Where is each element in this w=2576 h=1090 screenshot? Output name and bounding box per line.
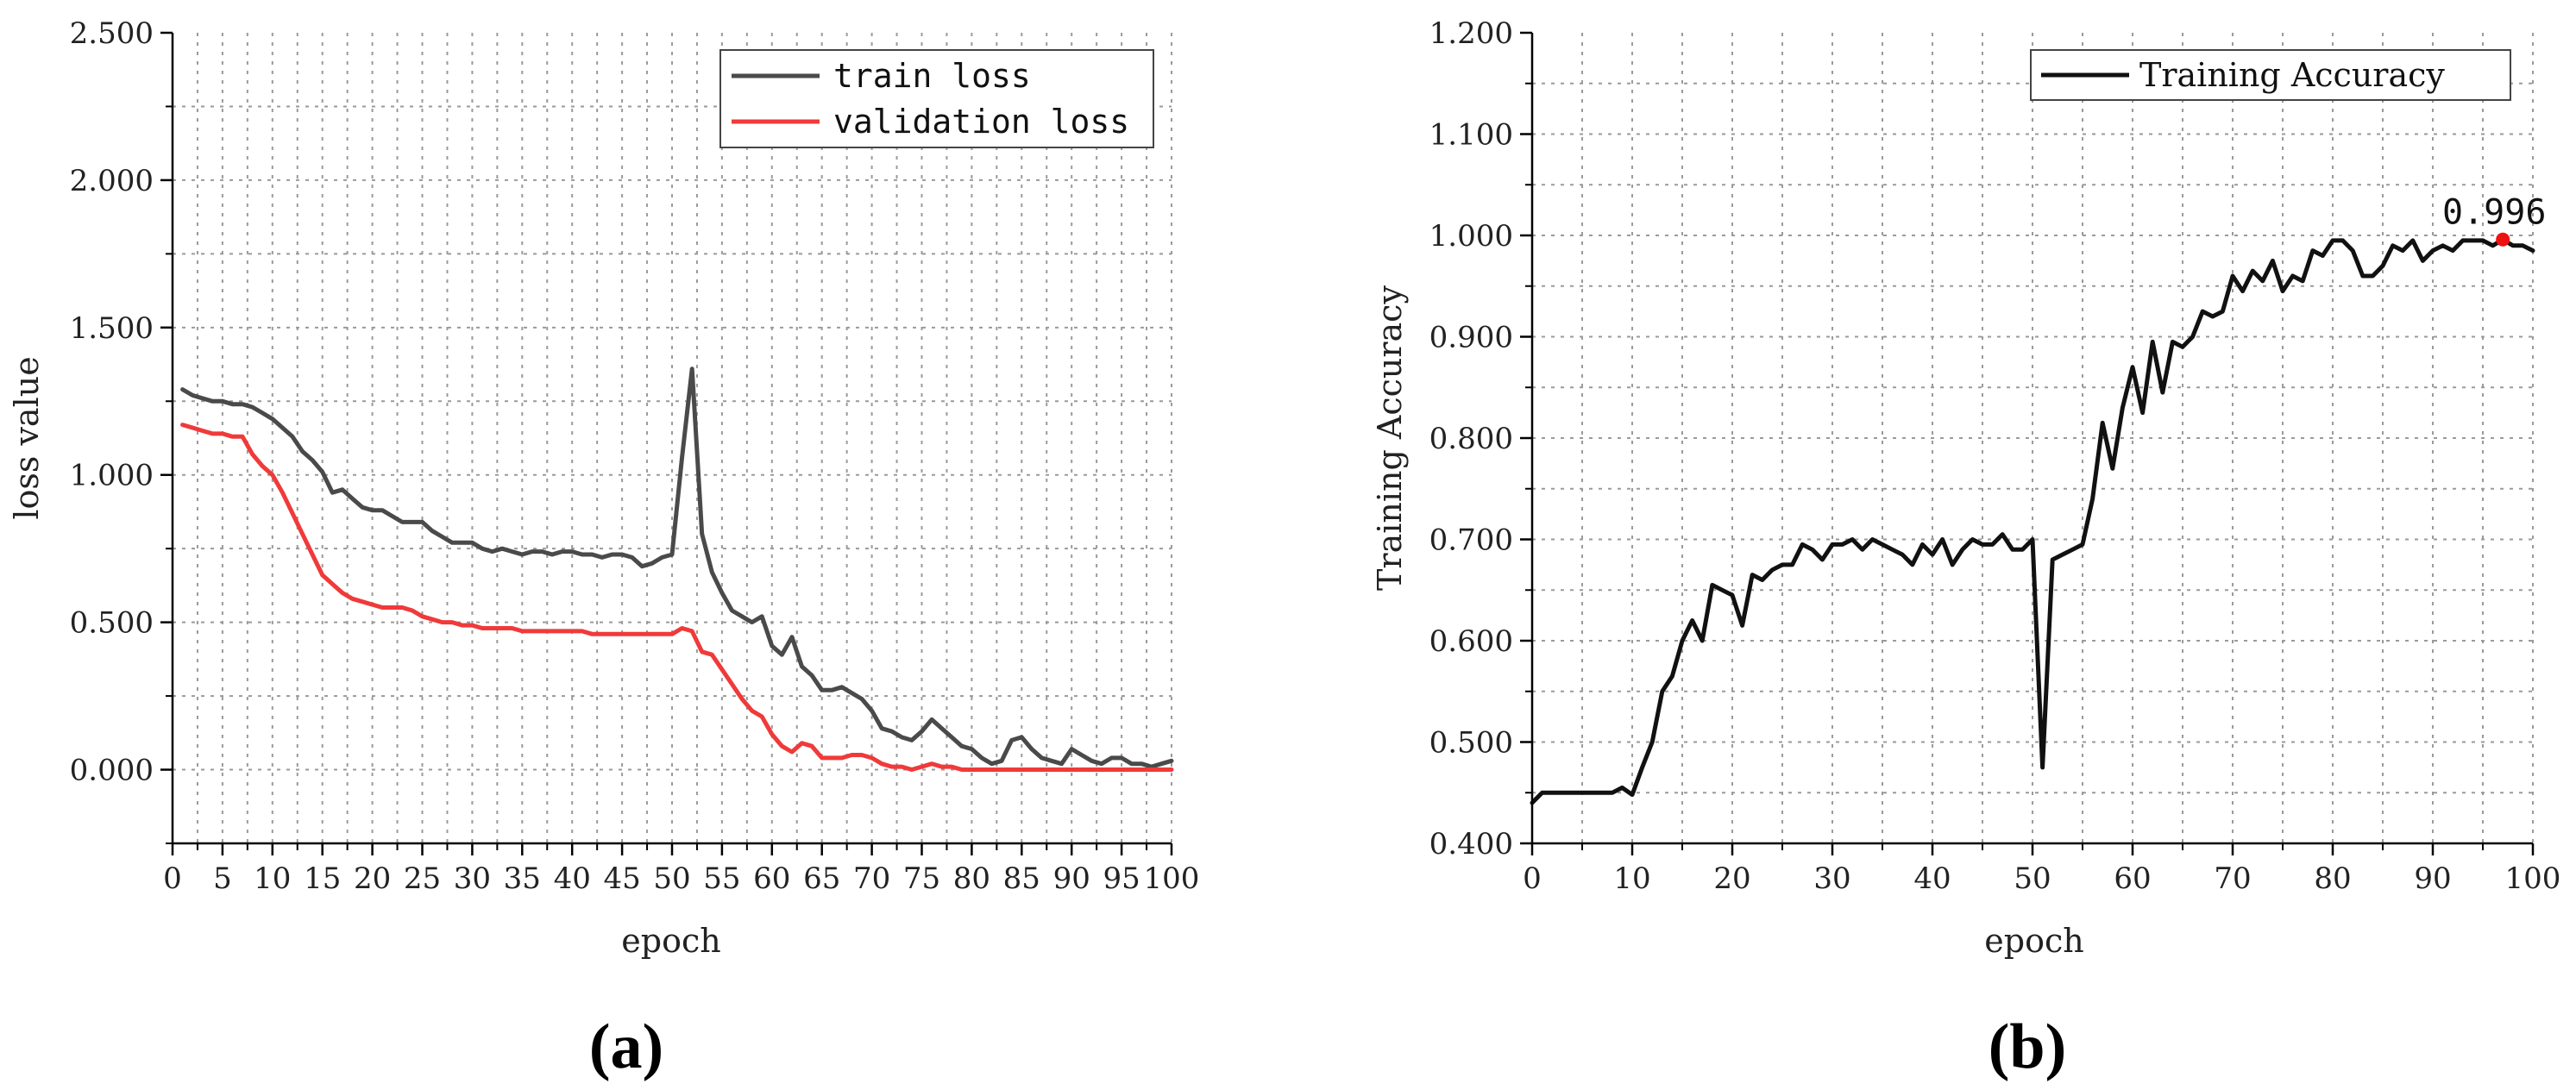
- x-tick-label: 20: [354, 861, 391, 896]
- x-tick-label: 10: [1613, 861, 1650, 896]
- x-tick-label: 100: [1144, 861, 1200, 896]
- y-tick-label: 0.500: [70, 606, 154, 641]
- series-line-train-loss: [180, 366, 1174, 769]
- loss-chart-grid: [173, 33, 1172, 843]
- legend-label-train-loss: train loss: [833, 57, 1031, 95]
- x-tick-label: 20: [1713, 861, 1750, 896]
- y-tick-label: 0.900: [1429, 321, 1513, 355]
- max-accuracy-annotation: 0.996: [2442, 193, 2546, 233]
- accuracy-chart: 0 10 20 30 40 50 60 70 80 90 100 0.400 0.500 0.600 0.7…: [1371, 16, 2560, 1082]
- x-tick-label: 90: [1053, 861, 1090, 896]
- x-tick-label: 70: [2214, 861, 2251, 896]
- y-tick-label: 1.000: [70, 459, 154, 493]
- loss-legend-box: [719, 49, 1154, 148]
- series-line-training-accuracy: [1530, 237, 2535, 805]
- x-tick-label: 30: [454, 861, 491, 896]
- x-tick-label: 40: [554, 861, 591, 896]
- loss-chart-x-axis-label: epoch: [621, 922, 720, 960]
- x-tick-label: 0: [1523, 861, 1542, 896]
- y-tick-label: 0.800: [1429, 422, 1513, 456]
- x-tick-label: 30: [1813, 861, 1850, 896]
- x-tick-label: 65: [803, 861, 840, 896]
- x-tick-label: 15: [304, 861, 341, 896]
- x-tick-label: 100: [2505, 861, 2561, 896]
- y-tick-label: 1.200: [1429, 16, 1513, 51]
- panel-label-a: (a): [589, 1012, 663, 1082]
- x-tick-label: 90: [2414, 861, 2451, 896]
- y-tick-label: 0.000: [70, 754, 154, 788]
- x-tick-label: 0: [163, 861, 182, 896]
- x-tick-label: 35: [504, 861, 541, 896]
- accuracy-chart-axes: [1530, 33, 2533, 845]
- y-tick-label: 0.700: [1429, 523, 1513, 558]
- y-tick-label: 0.400: [1429, 827, 1513, 861]
- accuracy-legend-box: [2030, 49, 2511, 101]
- x-tick-label: 45: [603, 861, 640, 896]
- max-accuracy-marker: [2496, 232, 2510, 247]
- x-tick-label: 80: [953, 861, 990, 896]
- loss-chart-legend: train loss validation loss: [719, 49, 1154, 148]
- x-tick-label: 50: [653, 861, 690, 896]
- y-tick-label: 2.000: [70, 164, 154, 198]
- loss-chart: 0 5 10 15 20 25 30 35 40 45 50 55 60 65 70 75 80 85 90 95 10…: [8, 16, 1199, 1082]
- x-tick-label: 75: [903, 861, 940, 896]
- accuracy-chart-grid: [1532, 33, 2534, 844]
- accuracy-chart-x-axis-label: epoch: [1984, 922, 2083, 960]
- x-tick-label: 25: [404, 861, 441, 896]
- y-tick-label: 1.000: [1429, 219, 1513, 254]
- loss-chart-axes: [171, 33, 1172, 845]
- y-tick-label: 1.500: [70, 311, 154, 346]
- accuracy-chart-legend: Training Accuracy: [2030, 49, 2511, 101]
- x-tick-label: 80: [2314, 861, 2351, 896]
- y-tick-label: 0.500: [1429, 726, 1513, 761]
- x-tick-label: 95: [1103, 861, 1140, 896]
- accuracy-chart-lines: [1530, 232, 2535, 805]
- x-tick-label: 50: [2014, 861, 2051, 896]
- x-tick-label: 5: [213, 861, 232, 896]
- loss-chart-y-axis-label: loss value: [8, 356, 46, 519]
- x-tick-label: 10: [254, 861, 291, 896]
- x-tick-label: 60: [2114, 861, 2151, 896]
- loss-chart-lines: [180, 366, 1174, 772]
- x-tick-label: 55: [703, 861, 740, 896]
- x-tick-label: 85: [1003, 861, 1040, 896]
- x-tick-label: 70: [853, 861, 890, 896]
- loss-chart-ticks: 0 5 10 15 20 25 30 35 40 45 50 55 60 65 70 75 80 85 90 95 10…: [70, 16, 1200, 896]
- x-tick-label: 60: [753, 861, 790, 896]
- legend-label-training-accuracy: Training Accuracy: [2139, 56, 2445, 94]
- x-tick-label: 40: [1913, 861, 1951, 896]
- y-tick-label: 0.600: [1429, 624, 1513, 659]
- y-tick-label: 1.100: [1429, 118, 1513, 153]
- legend-label-validation-loss: validation loss: [833, 103, 1129, 141]
- series-line-validation-loss: [180, 423, 1174, 772]
- y-tick-label: 2.500: [70, 16, 154, 51]
- panel-label-b: (b): [1989, 1012, 2066, 1082]
- accuracy-chart-y-axis-label: Training Accuracy: [1371, 285, 1409, 591]
- accuracy-chart-ticks: 0 10 20 30 40 50 60 70 80 90 100 0.400 0.500 0.600 0.7…: [1429, 16, 2561, 896]
